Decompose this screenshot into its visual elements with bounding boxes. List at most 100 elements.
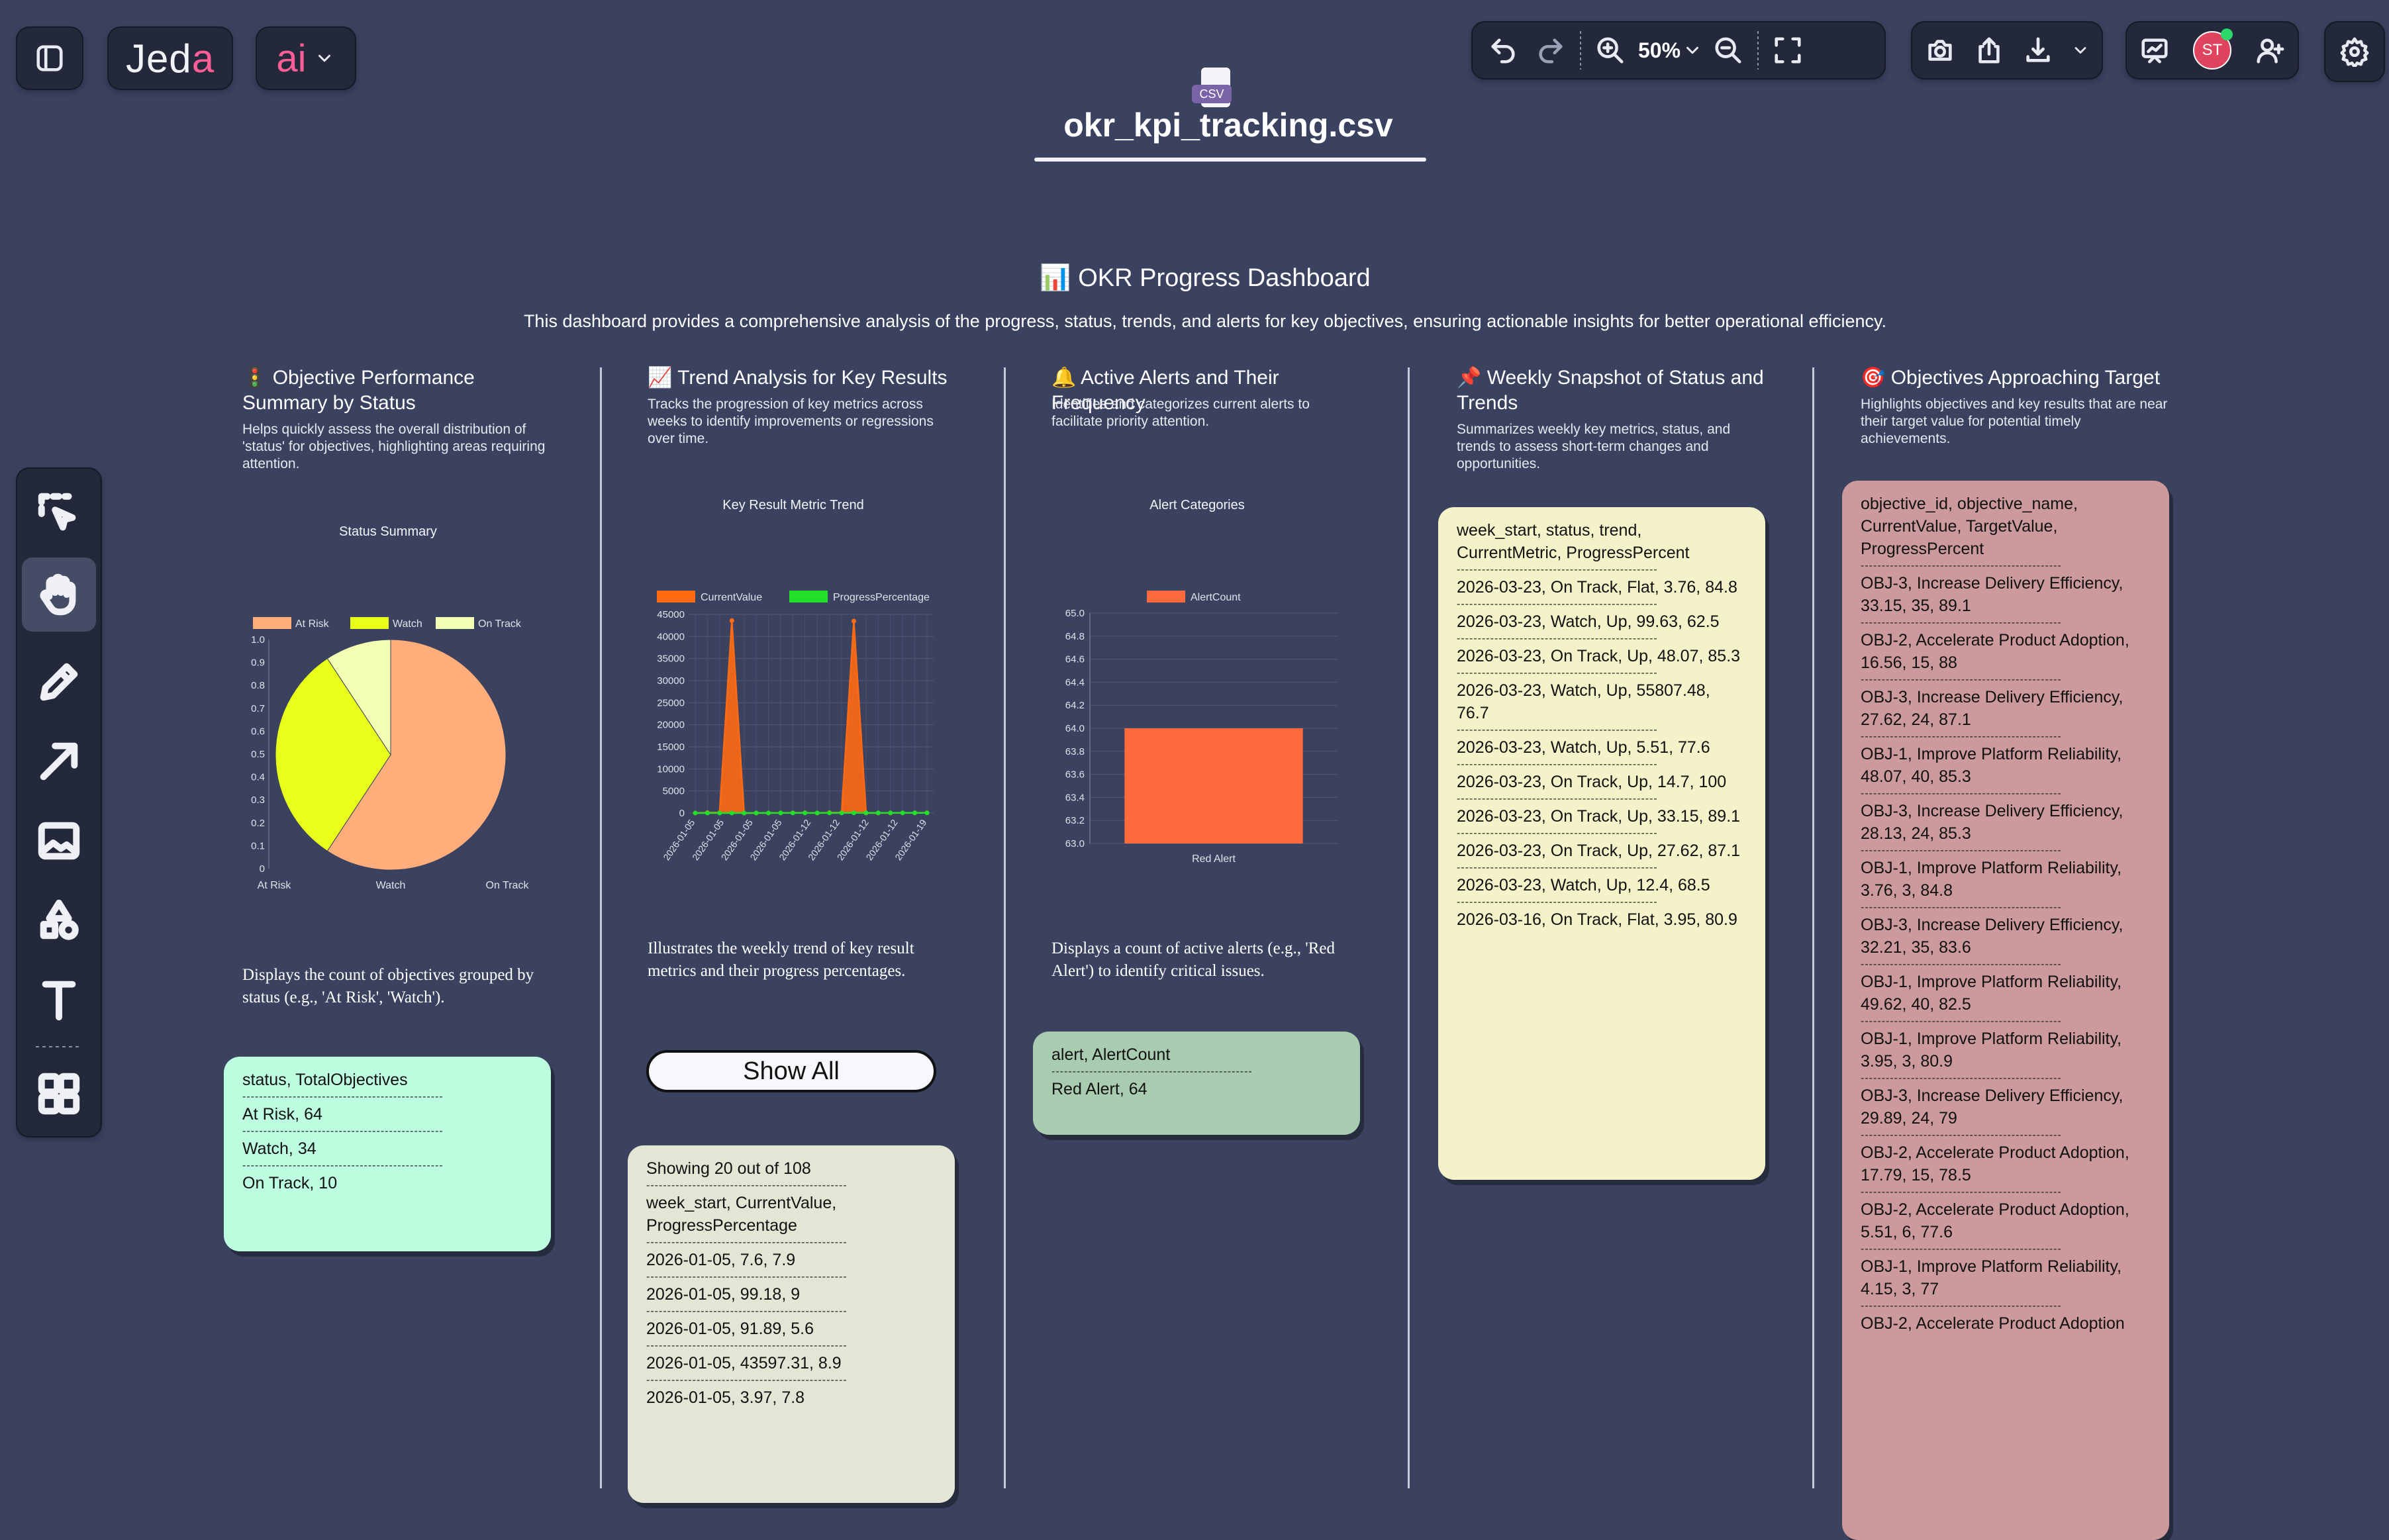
y-tick-label: 0.9 — [251, 657, 265, 669]
data-point — [754, 810, 759, 815]
avatar[interactable]: ST — [2193, 31, 2231, 70]
hand-tool[interactable] — [22, 557, 96, 632]
data-point — [912, 810, 917, 815]
card-row: 2026-03-23, On Track, Up, 48.07, 85.3 — [1457, 645, 1747, 667]
redo-icon[interactable] — [1534, 33, 1568, 68]
row-separator: ----------------------------------------… — [646, 1237, 936, 1249]
row-separator: ----------------------------------------… — [1861, 1186, 2151, 1198]
image-tool[interactable] — [22, 804, 96, 878]
card-row: At Risk, 64 — [242, 1103, 532, 1126]
card-row: 2026-03-16, On Track, Flat, 3.95, 80.9 — [1457, 908, 1747, 931]
zoom-level[interactable]: 50% — [1638, 38, 1681, 63]
row-separator: ----------------------------------------… — [1457, 633, 1747, 645]
y-tick-label: 20000 — [657, 720, 685, 731]
text-tool[interactable] — [22, 963, 96, 1037]
card-row: 2026-03-23, On Track, Up, 14.7, 100 — [1457, 771, 1747, 793]
card-row: 2026-03-23, Watch, Up, 55807.48, 76.7 — [1457, 679, 1747, 724]
card-row: OBJ-1, Improve Platform Reliability, 48.… — [1861, 743, 2151, 788]
fit-screen-icon[interactable] — [1771, 33, 1805, 68]
add-user-icon[interactable] — [2253, 33, 2287, 68]
column-description: Summarizes weekly key metrics, status, a… — [1457, 421, 1768, 473]
gear-icon — [2337, 34, 2372, 69]
card-row: OBJ-3, Increase Delivery Efficiency, 33.… — [1861, 572, 2151, 617]
share-upload-icon[interactable] — [1972, 33, 2006, 68]
toolbar-separator — [1580, 31, 1581, 70]
file-name-underline — [1034, 158, 1426, 162]
legend-swatch — [1147, 591, 1185, 602]
legend-label: Watch — [393, 618, 422, 630]
card-row: OBJ-3, Increase Delivery Efficiency, 29.… — [1861, 1084, 2151, 1130]
column-title: 🎯 Objectives Approaching Target — [1861, 365, 2172, 391]
card-row: 2026-03-23, On Track, Flat, 3.76, 84.8 — [1457, 576, 1747, 599]
column-title: 📌 Weekly Snapshot of Status and Trends — [1457, 365, 1768, 416]
chevron-down-icon — [313, 47, 336, 70]
zoom-in-icon[interactable] — [1593, 33, 1628, 68]
row-separator: ----------------------------------------… — [1457, 564, 1747, 576]
camera-icon[interactable] — [1923, 33, 1957, 68]
row-separator: ----------------------------------------… — [1051, 1066, 1341, 1078]
shapes-tool[interactable] — [22, 883, 96, 957]
sidebar-toggle-button[interactable] — [16, 26, 83, 90]
card-header-row: alert, AlertCount — [1051, 1043, 1341, 1066]
card-row: 2026-03-23, Watch, Up, 99.63, 62.5 — [1457, 610, 1747, 633]
row-separator: ----------------------------------------… — [1861, 845, 2151, 857]
present-icon[interactable] — [2137, 33, 2172, 68]
data-point — [852, 619, 856, 624]
column-divider — [600, 367, 602, 1488]
jeda-logo[interactable]: Jeda — [107, 26, 233, 90]
card-header-row: status, TotalObjectives — [242, 1069, 532, 1091]
history-zoom-toolbar: 50% — [1471, 21, 1886, 79]
settings-button[interactable] — [2324, 21, 2385, 82]
apps-grid-tool[interactable] — [22, 1057, 96, 1131]
select-tool[interactable] — [22, 477, 96, 551]
data-point — [815, 810, 820, 815]
y-tick-label: 0 — [260, 863, 265, 875]
x-tick-label: At Risk — [258, 880, 292, 891]
row-separator: ----------------------------------------… — [1861, 560, 2151, 572]
file-name[interactable]: okr_kpi_tracking.csv — [1033, 106, 1424, 144]
alerts-data-card[interactable]: alert, AlertCount ----------------------… — [1033, 1032, 1360, 1135]
y-tick-label: 45000 — [657, 609, 685, 620]
card-header-row: week_start, status, trend, CurrentMetric… — [1457, 519, 1747, 564]
row-separator: ----------------------------------------… — [646, 1340, 936, 1352]
zoom-out-icon[interactable] — [1711, 33, 1745, 68]
status-data-card[interactable]: status, TotalObjectives ----------------… — [224, 1057, 551, 1251]
card-row: OBJ-1, Improve Platform Reliability, 4.1… — [1861, 1255, 2151, 1300]
card-showing-count: Showing 20 out of 108 — [646, 1157, 936, 1180]
card-header-row: week_start, CurrentValue, ProgressPercen… — [646, 1192, 936, 1237]
show-all-button[interactable]: Show All — [646, 1050, 936, 1092]
card-row: 2026-01-05, 99.18, 9 — [646, 1283, 936, 1306]
y-tick-label: 5000 — [663, 786, 685, 797]
ai-menu-button[interactable]: ai — [256, 26, 356, 90]
csv-badge: CSV — [1192, 85, 1232, 103]
y-tick-label: 25000 — [657, 697, 685, 708]
data-point — [693, 810, 698, 815]
x-tick-label: Red Alert — [1192, 853, 1236, 865]
data-point — [778, 810, 783, 815]
y-tick-label: 0.5 — [251, 749, 265, 760]
card-row: OBJ-3, Increase Delivery Efficiency, 28.… — [1861, 800, 2151, 845]
chevron-down-icon[interactable] — [2070, 33, 2091, 68]
legend-label: At Risk — [295, 618, 330, 630]
undo-icon[interactable] — [1486, 33, 1520, 68]
dashboard-description: This dashboard provides a comprehensive … — [424, 311, 1986, 332]
chevron-down-icon[interactable] — [1681, 33, 1704, 68]
legend-label: On Track — [478, 618, 522, 630]
trend-data-card[interactable]: Showing 20 out of 108 ------------------… — [628, 1145, 955, 1503]
row-separator: ----------------------------------------… — [1457, 724, 1747, 736]
arrow-tool[interactable] — [22, 724, 96, 798]
y-tick-label: 0.7 — [251, 703, 265, 714]
data-point — [742, 810, 746, 815]
download-icon[interactable] — [2021, 33, 2055, 68]
targets-data-card[interactable]: objective_id, objective_name, CurrentVal… — [1842, 481, 2169, 1540]
column-weekly-snapshot: 📌 Weekly Snapshot of Status and Trends S… — [1457, 365, 1768, 473]
row-separator: ----------------------------------------… — [242, 1160, 532, 1172]
card-row: OBJ-1, Improve Platform Reliability, 3.9… — [1861, 1028, 2151, 1073]
y-tick-label: 63.2 — [1065, 815, 1085, 826]
collaboration-toolbar: ST — [2125, 21, 2299, 79]
pen-tool[interactable] — [22, 645, 96, 719]
avatar-initials: ST — [2202, 41, 2223, 60]
weekly-data-card[interactable]: week_start, status, trend, CurrentMetric… — [1438, 507, 1765, 1180]
card-row: 2026-01-05, 7.6, 7.9 — [646, 1249, 936, 1271]
